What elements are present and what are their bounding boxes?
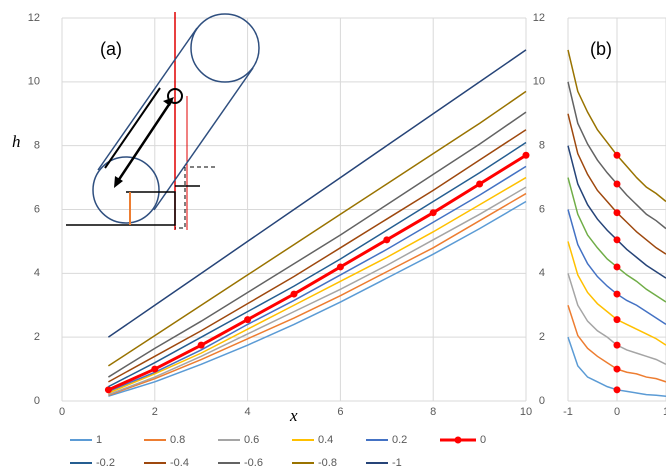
marker — [613, 209, 621, 217]
y-tick-label: 12 — [533, 12, 545, 24]
circle — [190, 13, 260, 83]
y-tick-label: 2 — [539, 331, 545, 343]
series-line — [108, 165, 527, 393]
arrowhead — [163, 97, 174, 106]
y-tick-label: 0 — [34, 395, 40, 407]
series-line — [108, 176, 527, 394]
y-tick-label: 0 — [539, 395, 545, 407]
y-tick-label: 8 — [34, 140, 40, 152]
legend-marker — [454, 436, 462, 444]
marker — [613, 180, 621, 188]
arrow — [114, 99, 174, 185]
marker — [244, 316, 252, 324]
marker — [290, 290, 298, 298]
marker — [613, 263, 621, 271]
series-line — [107, 90, 527, 367]
legend-label: 1 — [96, 434, 102, 446]
tangent — [153, 67, 254, 211]
arrowhead — [114, 176, 123, 188]
x-tick-label: 0 — [59, 406, 65, 418]
x-tick-label: 4 — [245, 406, 251, 418]
y-tick-label: 10 — [28, 76, 40, 88]
series-line — [107, 49, 527, 338]
y-tick-label: 10 — [533, 76, 545, 88]
series-line — [108, 111, 527, 378]
marker — [197, 341, 205, 349]
y-tick-label: 6 — [539, 203, 545, 215]
marker — [613, 236, 621, 244]
marker — [522, 151, 530, 159]
marker — [151, 365, 159, 373]
marker — [613, 316, 621, 324]
marker — [476, 180, 484, 188]
x-tick-label: 0 — [614, 406, 620, 418]
tangent — [97, 27, 198, 171]
legend-label: -0.2 — [96, 457, 115, 469]
x-tick-label: 10 — [520, 406, 532, 418]
legend-label: -0.8 — [318, 457, 337, 469]
x-tick-label: 1 — [663, 406, 666, 418]
y-axis-label: h — [12, 132, 21, 151]
series-line — [108, 192, 527, 396]
marker — [613, 341, 621, 349]
legend-label: 0.2 — [392, 434, 407, 446]
frame — [66, 191, 176, 226]
x-tick-label: 2 — [152, 406, 158, 418]
legend-label: 0.8 — [170, 434, 185, 446]
y-tick-label: 4 — [539, 267, 545, 279]
marker — [104, 386, 112, 394]
marker — [613, 151, 621, 159]
y-tick-label: 8 — [539, 140, 545, 152]
chart-title: (b) — [590, 39, 612, 59]
y-tick-label: 4 — [34, 267, 40, 279]
marker — [429, 209, 437, 217]
marker — [336, 263, 344, 271]
x-tick-label: -1 — [563, 406, 573, 418]
marker — [383, 236, 391, 244]
series-line — [108, 141, 527, 388]
y-tick-label: 12 — [28, 12, 40, 24]
legend-label: 0.4 — [318, 434, 333, 446]
inset-diagram — [66, 12, 260, 230]
marker — [613, 365, 621, 373]
legend-label: -0.4 — [170, 457, 189, 469]
legend: 1 0.8 0.6 0.4 0.2 0 -0.2 -0.4 -0.6 -0.8 -1 — [70, 434, 486, 469]
y-tick-label: 6 — [34, 203, 40, 215]
chart-title: (a) — [100, 39, 122, 59]
x-axis-label: x — [289, 406, 298, 425]
series-line — [107, 153, 527, 392]
legend-label: -1 — [392, 457, 402, 469]
series-line — [108, 129, 527, 383]
legend-label: 0.6 — [244, 434, 259, 446]
legend-label: -0.6 — [244, 457, 263, 469]
circle — [92, 156, 160, 224]
y-tick-label: 2 — [34, 331, 40, 343]
arrow — [104, 87, 161, 169]
series-line — [108, 186, 527, 396]
x-tick-label: 6 — [337, 406, 343, 418]
pivot — [167, 88, 183, 104]
frame — [175, 167, 186, 229]
legend-label: 0 — [480, 434, 486, 446]
series-line — [108, 200, 527, 397]
marker — [613, 386, 621, 394]
marker — [613, 290, 621, 298]
x-tick-label: 8 — [430, 406, 436, 418]
